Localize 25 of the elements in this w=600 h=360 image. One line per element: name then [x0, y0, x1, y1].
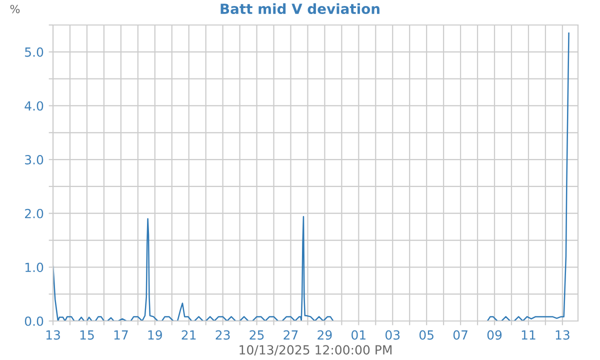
y-tick-label: 2.0	[25, 208, 44, 218]
x-tick-label: 17	[114, 330, 128, 340]
x-tick-label: 11	[522, 330, 536, 340]
chart-title: Batt mid V deviation	[220, 3, 380, 14]
y-tick-label: 4.0	[24, 101, 44, 111]
x-tick-label: 09	[487, 330, 502, 340]
y-axis-title: %	[10, 4, 20, 14]
x-tick-label: 19	[148, 330, 162, 340]
x-axis-title: 10/13/2025 12:00:00 PM	[240, 345, 392, 356]
x-tick-label: 07	[453, 330, 468, 340]
y-tick-label: 0.0	[24, 316, 44, 326]
x-tick-label: 05	[419, 330, 434, 340]
y-tick-label: 5.0	[25, 47, 44, 57]
x-tick-label: 23	[216, 330, 230, 340]
x-tick-label: 29	[318, 330, 332, 340]
y-tick-label: 1.0	[25, 262, 44, 272]
x-tick-label: 25	[250, 330, 264, 340]
x-tick-label: 27	[284, 330, 298, 340]
x-tick-label: 21	[182, 330, 196, 340]
x-tick-label: 03	[385, 330, 400, 340]
x-tick-label: 01	[352, 330, 366, 340]
x-tick-label: 13	[556, 330, 570, 340]
x-tick-label: 15	[80, 330, 94, 340]
y-tick-label: 3.0	[25, 155, 44, 164]
x-tick-label: 13	[46, 330, 60, 340]
